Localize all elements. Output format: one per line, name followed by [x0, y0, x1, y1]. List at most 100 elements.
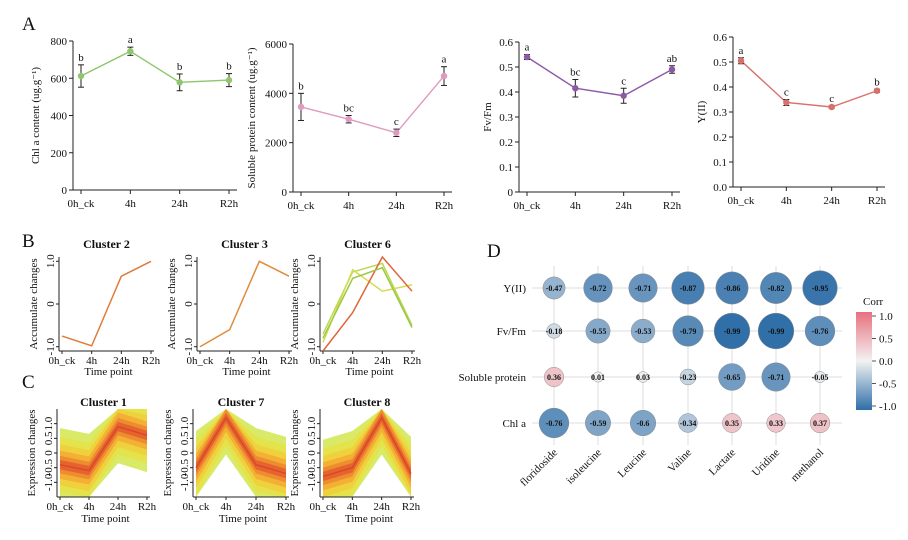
significance-letter: b [78, 52, 84, 64]
y-tick-label: 0 [183, 301, 195, 307]
data-point [393, 129, 400, 136]
x-tick-label: 0h_ck [47, 501, 74, 513]
x-tick-label: 24h [823, 195, 840, 207]
y-axis-label: Chl a content (ug.g⁻¹) [30, 67, 42, 164]
x-tick-label: 0h_ck [187, 355, 214, 367]
y-tick-label: -0.5 [43, 458, 55, 476]
y-tick-label: 0.2 [499, 137, 513, 149]
data-point [77, 72, 85, 80]
x-tick-label: R2h [220, 198, 239, 210]
correlation-circle [679, 368, 697, 386]
correlation-circle [583, 273, 613, 303]
x-tick-label: 4h [86, 355, 98, 367]
column-label: isoleucine [564, 447, 604, 487]
mean-line [195, 416, 287, 475]
data-point [176, 79, 183, 86]
x-tick-label: R2h [280, 355, 299, 367]
x-axis-label: Time point [345, 366, 393, 378]
cluster-title: Cluster 7 [218, 395, 265, 409]
y-tick-label: 0 [508, 187, 514, 199]
x-tick-label: 24h [110, 501, 127, 513]
significance-letter: a [128, 34, 133, 46]
correlation-value: 0.03 [636, 373, 650, 382]
y-axis-label: Expression changes [162, 409, 174, 496]
correlation-value: -0.76 [546, 419, 563, 428]
x-tick-label: 4h [347, 501, 359, 513]
cluster-chart-c2: Cluster 7 -1.0-0.5 0 0.51.0 0h_ck 4h 24h R2h Tim… [162, 395, 296, 525]
significance-letter: a [525, 42, 530, 54]
x-tick-label: 4h [570, 200, 582, 212]
line-chart-a4: 0.0 0.1 0.2 0.3 0.4 0.5 0.6 0h_ck 4h 24h R2h Y(II) a… [696, 32, 887, 207]
correlation-value: -0.55 [590, 327, 607, 336]
y-tick-label: -1.0 [183, 338, 195, 356]
legend-tick-label: 0.0 [879, 356, 893, 368]
correlation-value: -0.23 [680, 373, 697, 382]
y-tick-label: 0.1 [713, 157, 727, 169]
correlation-value: -0.72 [590, 284, 607, 293]
correlation-value: -0.47 [546, 284, 563, 293]
y-tick-label: 0.5 [43, 431, 55, 445]
correlation-circle [809, 412, 831, 434]
y-axis-label: Expression changes [289, 409, 301, 496]
significance-letter: c [394, 116, 399, 128]
data-point [668, 66, 676, 73]
y-tick-label: 0.5 [179, 431, 191, 445]
x-tick-label: 24h [113, 355, 130, 367]
y-axis-label: Accumulate changes [289, 258, 301, 349]
x-tick-label: 0h_ck [288, 200, 315, 212]
data-point [225, 76, 233, 84]
significance-letter: c [784, 87, 789, 99]
data-point [127, 48, 134, 55]
column-label: Leucine [616, 447, 650, 481]
correlation-circle [814, 371, 826, 383]
x-tick-label: R2h [402, 501, 421, 513]
y-tick-label: 600 [51, 73, 68, 85]
correlation-circle [592, 371, 604, 383]
line-chart-a3: 00.10.20.30.40.50.60h_ck 4h 24h R2hFv/Fmabc… [482, 37, 682, 212]
y-tick-label: 6000 [265, 39, 288, 51]
correlation-circle [722, 413, 742, 433]
panel-d: Y(II) Fv/Fm Soluble protein Chl a floridosid… [458, 266, 897, 489]
column-label: Valine [666, 447, 694, 475]
cluster-title: Cluster 6 [344, 237, 391, 251]
significance-letter: c [829, 93, 834, 105]
x-tick-label: 24h [374, 355, 391, 367]
y-axis-label: Accumulate changes [28, 258, 40, 349]
x-tick-label: 4h [125, 198, 137, 210]
correlation-circle [585, 410, 611, 436]
y-tick-label: 0.1 [499, 162, 513, 174]
y-tick-label: 0.5 [306, 431, 318, 445]
correlation-value: -0.82 [768, 284, 785, 293]
line-chart-a2: 0 2000 4000 6000 0h_ck 4h 24h R2h Soluble protei… [246, 39, 454, 212]
significance-letter: bc [343, 103, 354, 115]
x-tick-label: 24h [248, 501, 265, 513]
correlation-circle [544, 367, 564, 387]
column-label: floridoside [518, 447, 560, 489]
x-tick-label: 24h [388, 200, 405, 212]
correlation-circle [542, 276, 566, 300]
correlation-circle [546, 323, 562, 339]
x-axis-label: Time point [222, 366, 270, 378]
y-tick-label: 1.0 [183, 254, 195, 268]
series-line [322, 266, 413, 339]
y-tick-label: -0.5 [306, 458, 318, 476]
x-tick-label: 0h_ck [728, 195, 755, 207]
y-tick-label: 0.3 [499, 112, 513, 124]
y-tick-label: 0 [179, 450, 191, 456]
y-tick-label: 0 [282, 187, 288, 199]
significance-letter: b [177, 61, 183, 73]
y-tick-label: 1.0 [45, 254, 57, 268]
correlation-circle [802, 270, 838, 306]
data-point [523, 53, 531, 61]
y-tick-label: -0.5 [179, 458, 191, 476]
x-tick-label: 0h_ck [310, 501, 337, 513]
data-point [783, 99, 790, 106]
x-tick-label: R2h [277, 501, 296, 513]
series-line [199, 260, 290, 348]
panel-a: 0 200 400 600 800 0h_ck 4h 24h R2h Chl a content … [30, 32, 887, 212]
row-label: Fv/Fm [497, 326, 527, 338]
correlation-value: 0.36 [547, 373, 561, 382]
series-line [80, 50, 230, 84]
correlation-value: 0.37 [813, 419, 827, 428]
x-tick-label: 4h [84, 501, 96, 513]
